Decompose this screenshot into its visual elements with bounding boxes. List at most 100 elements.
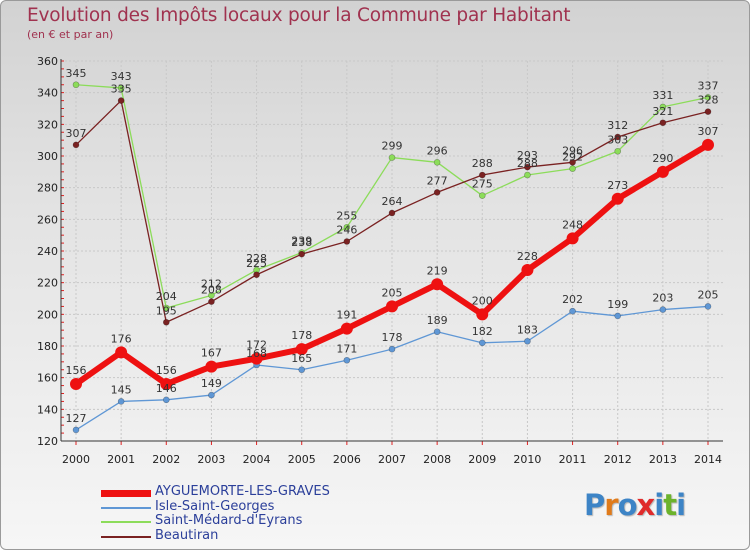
data-label-beautiran: 296 [562,144,583,157]
legend-label: Beautiran [155,527,219,543]
data-label-isle-saint-georges: 146 [156,382,177,395]
data-label-isle-saint-georges: 165 [291,352,312,365]
x-tick-label: 2004 [243,453,271,466]
data-label-beautiran: 321 [652,105,673,118]
data-point-saint-m-dard-d-eyrans [343,223,351,231]
y-tick-label: 280 [37,182,58,195]
chart-subtitle: (en € et par an) [27,28,114,41]
legend-swatch [101,521,151,523]
logo-letter: x [636,488,656,522]
data-label-ayguemorte-les-graves: 290 [652,152,673,165]
data-point-ayguemorte-les-graves [115,346,128,359]
data-label-beautiran: 335 [111,83,132,96]
data-point-isle-saint-georges [208,391,215,399]
data-point-ayguemorte-les-graves [566,232,579,245]
data-label-isle-saint-georges: 171 [336,342,357,355]
chart-title: Evolution des Impôts locaux pour la Comm… [27,5,571,26]
data-point-saint-m-dard-d-eyrans [478,192,486,199]
data-point-ayguemorte-les-graves [160,378,173,390]
data-label-beautiran: 238 [291,236,312,249]
data-point-isle-saint-georges [478,339,486,347]
y-tick-label: 300 [37,150,58,163]
legend-label: Isle-Saint-Georges [155,498,275,514]
x-tick-label: 2001 [107,453,135,466]
data-point-beautiran [524,163,531,171]
data-label-saint-m-dard-d-eyrans: 212 [201,277,222,290]
data-point-beautiran [117,97,125,104]
data-point-beautiran [208,298,215,305]
data-label-ayguemorte-les-graves: 205 [382,286,403,299]
data-label-isle-saint-georges: 127 [66,412,87,425]
data-point-isle-saint-georges [704,303,712,310]
logo-letter: r [604,488,618,522]
data-point-saint-m-dard-d-eyrans [614,147,622,155]
data-label-ayguemorte-les-graves: 167 [201,347,222,360]
data-point-beautiran [614,133,622,141]
data-label-saint-m-dard-d-eyrans: 288 [517,157,538,170]
legend-label: Saint-Médard-d'Eyrans [155,513,303,528]
data-label-ayguemorte-les-graves: 200 [472,294,493,307]
x-tick-label: 2008 [423,453,451,466]
data-point-saint-m-dard-d-eyrans [704,94,712,101]
data-label-beautiran: 293 [517,149,538,162]
y-tick-label: 220 [37,277,58,290]
y-tick-label: 200 [37,308,58,321]
data-label-saint-m-dard-d-eyrans: 255 [336,209,357,222]
x-tick-label: 2005 [288,453,316,466]
data-point-isle-saint-georges [117,398,125,405]
data-point-beautiran [72,141,80,149]
x-tick-label: 2011 [559,453,587,466]
x-tick-label: 2006 [333,453,361,466]
logo-letter: o [617,488,638,522]
x-tick-label: 2009 [468,453,496,466]
data-point-isle-saint-georges [343,356,351,364]
data-label-ayguemorte-les-graves: 191 [336,309,357,322]
data-point-isle-saint-georges [162,396,170,404]
data-label-isle-saint-georges: 183 [517,323,538,336]
data-point-ayguemorte-les-graves [611,192,624,205]
data-point-ayguemorte-les-graves [340,322,353,335]
x-tick-label: 2010 [513,453,541,466]
data-point-isle-saint-georges [524,337,531,345]
x-tick-label: 2014 [694,453,722,466]
data-label-ayguemorte-les-graves: 156 [66,364,87,377]
data-label-ayguemorte-les-graves: 219 [427,264,448,277]
legend-swatch [101,489,151,497]
data-label-isle-saint-georges: 199 [607,298,628,311]
data-label-ayguemorte-les-graves: 248 [562,218,583,231]
data-label-saint-m-dard-d-eyrans: 275 [472,178,493,191]
legend-label: AYGUEMORTE-LES-GRAVES [155,484,330,499]
data-point-beautiran [478,171,486,179]
data-label-beautiran: 246 [336,224,357,237]
data-label-isle-saint-georges: 178 [382,331,403,344]
data-label-saint-m-dard-d-eyrans: 204 [156,290,177,303]
data-label-isle-saint-georges: 168 [246,347,267,360]
data-label-beautiran: 307 [66,127,87,140]
gridlines [61,60,723,442]
data-label-beautiran: 195 [156,304,177,317]
data-point-isle-saint-georges [569,307,576,315]
data-label-ayguemorte-les-graves: 178 [291,329,312,342]
data-label-isle-saint-georges: 205 [698,288,719,301]
proxiti-logo: Proxiti [584,488,686,522]
y-axis-ticks: 120 140 160 180 200 220 240 260 280 300 320 340 360 [37,55,58,448]
data-label-saint-m-dard-d-eyrans: 292 [562,151,583,164]
data-label-beautiran: 312 [607,119,628,132]
data-point-ayguemorte-les-graves [295,343,308,356]
legend-swatch [101,535,151,538]
logo-letter: i [654,488,664,522]
axes [60,59,723,445]
x-tick-label: 2013 [649,453,677,466]
data-label-saint-m-dard-d-eyrans: 228 [246,252,267,265]
data-point-isle-saint-georges [433,328,441,336]
y-tick-label: 140 [37,403,58,416]
data-label-isle-saint-georges: 203 [652,292,673,305]
data-point-isle-saint-georges [72,426,80,434]
data-point-saint-m-dard-d-eyrans [208,292,215,299]
y-tick-label: 120 [37,435,58,448]
data-label-isle-saint-georges: 149 [201,377,222,390]
series-group [70,81,714,434]
logo-letter: i [676,488,686,522]
